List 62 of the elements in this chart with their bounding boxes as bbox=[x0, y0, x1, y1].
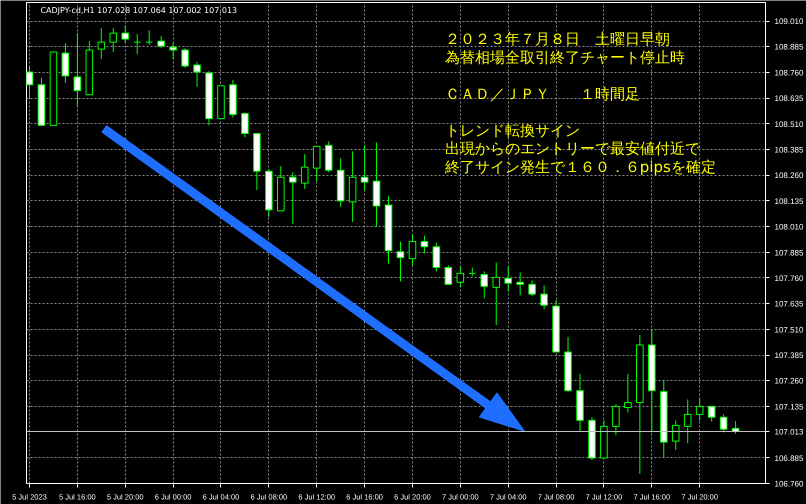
candlestick bbox=[288, 172, 297, 224]
annotation: 出現からのエントリーで最安値付近で bbox=[444, 140, 701, 158]
y-tick-label: 107.885 bbox=[774, 248, 804, 258]
y-tick-label: 106.885 bbox=[774, 454, 804, 463]
y-tick-label: 108.635 bbox=[774, 94, 804, 104]
ref-line-label: 107.013 bbox=[774, 427, 804, 436]
y-tick-label: 107.760 bbox=[774, 274, 804, 283]
candlestick bbox=[468, 266, 476, 277]
annotation: ２０２３年７月８日 土曜日早朝 bbox=[444, 30, 670, 48]
y-tick-label: 108.010 bbox=[774, 222, 804, 232]
candlestick bbox=[241, 112, 249, 138]
annotation: ＣＡＤ／ＪＰＹ １時間足 bbox=[444, 84, 640, 103]
candlestick bbox=[109, 28, 118, 53]
candlestick bbox=[193, 61, 201, 88]
candlestick bbox=[133, 34, 141, 55]
candlestick bbox=[181, 48, 189, 68]
y-tick-label: 108.885 bbox=[774, 42, 804, 52]
candlestick bbox=[516, 272, 524, 296]
y-tick-label: 108.760 bbox=[774, 68, 804, 78]
y-tick-label: 107.260 bbox=[774, 376, 804, 386]
candlestick bbox=[456, 266, 464, 288]
candlestick bbox=[157, 36, 165, 49]
candlestick bbox=[98, 28, 106, 60]
candlestick bbox=[408, 234, 416, 266]
candlestick bbox=[480, 270, 488, 299]
y-tick-label: 107.510 bbox=[774, 325, 804, 334]
candlestick bbox=[169, 42, 177, 60]
candlestick bbox=[624, 373, 632, 413]
annotation: 終了サイン発生で１６０．６pipsを確定 bbox=[444, 158, 716, 176]
candlestick bbox=[145, 30, 153, 46]
y-tick-label: 108.135 bbox=[774, 196, 804, 206]
candlestick bbox=[300, 154, 309, 190]
annotation: トレンド転換サイン bbox=[444, 121, 580, 140]
annotation: 為替相場全取引終了チャート停止時 bbox=[444, 48, 685, 66]
candlestick bbox=[528, 280, 536, 297]
candlestick bbox=[696, 398, 704, 421]
candlestick bbox=[396, 241, 404, 282]
y-tick-label: 108.510 bbox=[774, 120, 804, 129]
chart-title: CADJPY-cd,H1 107.028 107.064 107.002 107.013 bbox=[40, 6, 238, 15]
candlestick bbox=[432, 242, 440, 272]
candlestick bbox=[684, 398, 692, 444]
candlestick bbox=[540, 284, 548, 310]
y-tick-label: 107.635 bbox=[774, 300, 804, 309]
candlestick bbox=[492, 262, 500, 326]
candlestick bbox=[612, 404, 620, 436]
candlestick bbox=[504, 266, 512, 292]
candlestick bbox=[708, 406, 716, 422]
candlestick bbox=[420, 235, 428, 254]
candlestick bbox=[720, 414, 728, 433]
candlestick bbox=[672, 420, 680, 451]
candlestick bbox=[62, 42, 70, 84]
candlestick bbox=[74, 32, 82, 108]
y-tick-label: 107.135 bbox=[774, 402, 804, 412]
y-tick-label: 108.385 bbox=[774, 145, 804, 154]
y-tick-label: 106.760 bbox=[774, 480, 804, 488]
y-tick-label: 107.385 bbox=[774, 351, 804, 360]
candlestick bbox=[312, 146, 321, 182]
candlestick bbox=[121, 24, 130, 44]
candlestick bbox=[444, 264, 452, 285]
candlestick bbox=[360, 144, 368, 192]
y-tick-label: 109.010 bbox=[774, 17, 804, 26]
y-tick-label: 108.260 bbox=[774, 171, 804, 180]
